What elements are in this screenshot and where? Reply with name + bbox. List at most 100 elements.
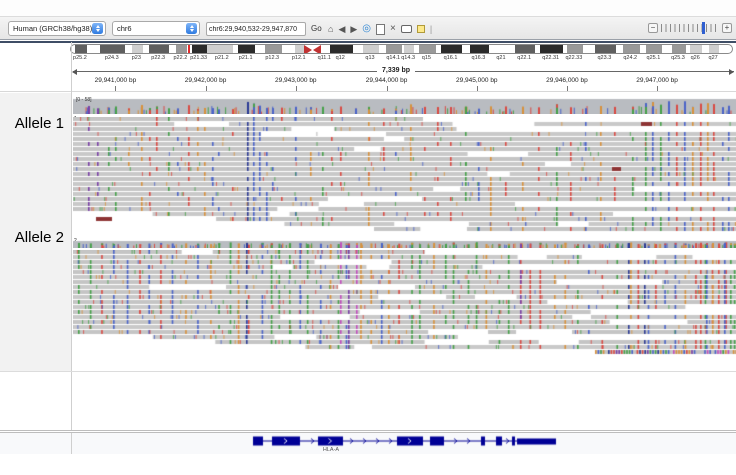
- cytoband: [440, 45, 463, 53]
- tracks-bottom-border: [0, 371, 736, 372]
- gene-gutter-divider: [71, 433, 72, 454]
- allele1-track-label: Allele 1: [14, 115, 64, 132]
- cytoband: [622, 45, 640, 53]
- zoom-slider-thumb[interactable]: [702, 22, 705, 34]
- ruler-tick-mark: [476, 86, 478, 91]
- region-tool-icon[interactable]: [376, 23, 386, 35]
- cytoband-label: q25.1: [646, 55, 661, 61]
- genome-select-value: Human (GRCh38/hg38): [13, 24, 92, 33]
- genome-select[interactable]: Human (GRCh38/hg38): [8, 21, 106, 36]
- go-button[interactable]: Go: [311, 24, 322, 33]
- close-icon[interactable]: ×: [390, 23, 396, 34]
- span-arrow-right-icon: [729, 68, 734, 75]
- ruler-tick-mark: [295, 86, 297, 91]
- allele1-coverage-track[interactable]: [73, 97, 736, 114]
- track-name-gutter: Allele 1 Allele 2: [0, 93, 71, 371]
- tooltip-icon[interactable]: [400, 25, 412, 33]
- cytoband: [175, 45, 188, 53]
- cytoband: [74, 45, 87, 53]
- span-label: 7,339 bp: [376, 67, 416, 74]
- forward-icon[interactable]: ▶: [350, 24, 358, 34]
- cytoband: [329, 45, 353, 53]
- refresh-icon[interactable]: ◎: [362, 23, 372, 34]
- chromosome-ideogram[interactable]: p25.2 p24.3 p23 p22.3 p22.2 p21.33 p21.2 p21.1 p…: [0, 43, 736, 64]
- allele2-coverage-track[interactable]: [73, 239, 736, 248]
- chromosome-select-value: chr6: [117, 24, 132, 33]
- cytoband-label: p12.1: [291, 55, 306, 61]
- cytoband-label: p21.33: [190, 55, 208, 61]
- gutter-panel-divider[interactable]: [71, 42, 72, 454]
- cytoband: [708, 45, 720, 53]
- cytoband-label: p12.3: [265, 55, 280, 61]
- cytoband-label: p21.2: [214, 55, 229, 61]
- gene-model-canvas[interactable]: [73, 435, 736, 447]
- cytoband: [419, 45, 436, 53]
- ruler-tick-mark: [657, 86, 659, 91]
- ruler-tick-mark: [115, 86, 117, 91]
- cytoband: [385, 45, 403, 53]
- cytoband-label: p22.3: [151, 55, 166, 61]
- allele1-reads-canvas[interactable]: [73, 117, 736, 232]
- cytoband-label: q12: [335, 55, 345, 61]
- ruler-tick-mark: [566, 86, 568, 91]
- cytoband: [646, 45, 663, 53]
- cytoband-label: q27: [708, 55, 718, 61]
- cytoband: [192, 45, 207, 53]
- toolbar-icons: ⌂ ◀ ▶ ◎ × |: [328, 21, 432, 37]
- separator-icon: |: [429, 24, 433, 34]
- ideogram-band-labels: p25.2 p24.3 p23 p22.3 p22.2 p21.33 p21.2 p21.1 p…: [70, 55, 733, 63]
- ruler-tick-label: 29,946,000 bp: [546, 77, 588, 84]
- cytoband-label: q13: [365, 55, 375, 61]
- ruler-tick-mark: [205, 86, 207, 91]
- main-toolbar: Human (GRCh38/hg38) chr6 Go ⌂ ◀ ▶ ◎ × | − +: [0, 16, 736, 40]
- current-view-marker: [187, 45, 190, 53]
- gene-annotation-track[interactable]: HLA-A: [0, 433, 736, 454]
- zoom-in-button[interactable]: +: [722, 23, 732, 33]
- cytoband: [295, 45, 305, 53]
- cytoband-label: q11.1: [317, 55, 331, 61]
- cytoband-label: q23.3: [597, 55, 612, 61]
- chromosome-select[interactable]: chr6: [112, 21, 200, 36]
- ruler-tick-label: 29,944,000 bp: [365, 77, 408, 84]
- allele2-reads-canvas[interactable]: [73, 250, 736, 355]
- cytoband-label: q16.3: [471, 55, 486, 61]
- tooltip-toggle-icon[interactable]: [416, 25, 425, 33]
- cytoband-label: q14.1: [386, 55, 401, 61]
- cytoband: [540, 45, 563, 53]
- cytoband: [362, 45, 380, 53]
- span-arrow-left-icon: [72, 68, 77, 75]
- cytoband-label: p25.2: [73, 55, 87, 61]
- cytoband: [671, 45, 687, 53]
- locus-input[interactable]: [206, 22, 306, 36]
- ruler-tick-mark: [386, 86, 388, 91]
- zoom-out-button[interactable]: −: [648, 23, 658, 33]
- cytoband: [149, 45, 170, 53]
- ruler-tick-label: 29,942,000 bp: [184, 77, 227, 84]
- cytoband-label: q21: [496, 55, 506, 61]
- chromosome-select-arrow-icon[interactable]: [186, 23, 197, 34]
- cytoband-label: q22.1: [517, 55, 532, 61]
- home-icon[interactable]: ⌂: [328, 24, 334, 34]
- cytoband: [470, 45, 489, 53]
- cytoband-label: q16.1: [443, 55, 458, 61]
- cytoband-label: p21.1: [238, 55, 253, 61]
- centromere-icon: [312, 45, 321, 53]
- zoom-slider-track[interactable]: [661, 24, 719, 32]
- cytoband: [566, 45, 583, 53]
- allele2-track-label: Allele 2: [14, 229, 64, 246]
- cytoband-label: p23: [131, 55, 141, 61]
- toolbar-divider: [0, 41, 736, 43]
- alignment-tracks-region: Allele 1 Allele 2 [0 - 58] 1 2: [0, 42, 736, 454]
- cytoband-label: q15: [421, 55, 431, 61]
- cytoband-label: q24.2: [623, 55, 638, 61]
- back-icon[interactable]: ◀: [338, 24, 346, 34]
- panel-splitter[interactable]: [0, 430, 736, 433]
- cytoband: [403, 45, 415, 53]
- cytoband: [212, 45, 234, 53]
- genome-ruler[interactable]: 7,339 bp 29,941,000 bp 29,942,000 bp 29,94…: [0, 64, 736, 92]
- cytoband: [690, 45, 703, 53]
- genome-select-arrow-icon[interactable]: [92, 23, 103, 34]
- ideogram-bar[interactable]: [70, 44, 733, 54]
- gene-name-label: HLA-A: [322, 447, 340, 453]
